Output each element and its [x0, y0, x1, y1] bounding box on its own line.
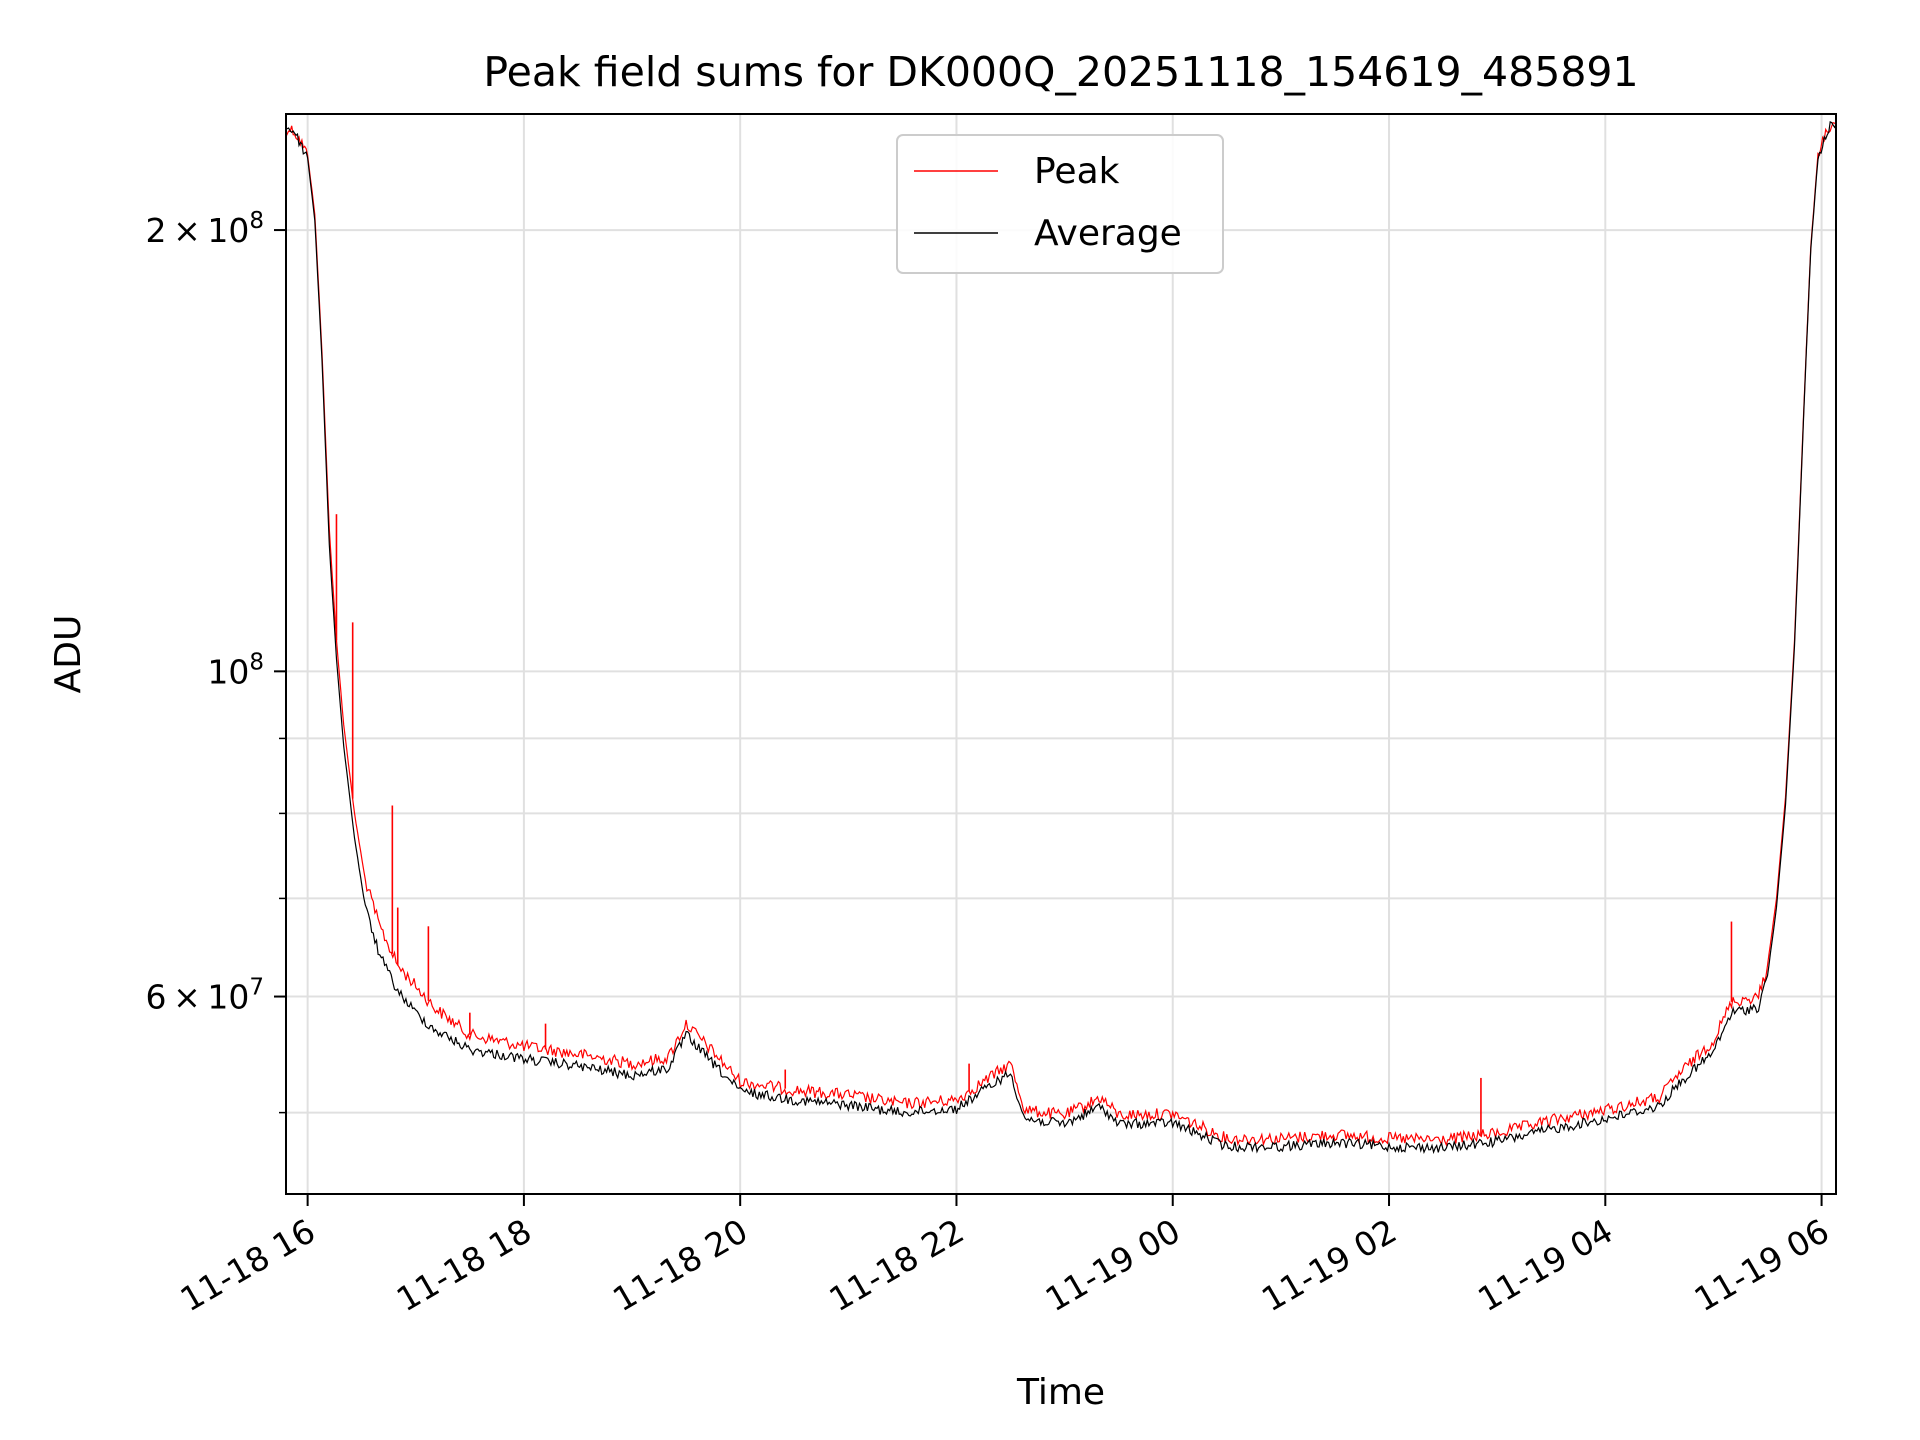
legend: Peak Average	[896, 134, 1224, 274]
plot-frame	[285, 113, 1837, 1195]
y-tick-label: 6 × 107	[146, 975, 264, 1017]
series-layer	[286, 121, 1836, 1155]
chart-title: Peak field sums for DK000Q_20251118_1546…	[483, 48, 1638, 96]
series-line-average	[286, 121, 1836, 1155]
legend-label-average: Average	[1034, 213, 1182, 254]
y-tick-label: 2 × 108	[146, 208, 264, 250]
y-axis-label: ADU	[48, 615, 89, 694]
legend-frame	[896, 134, 1224, 274]
legend-label-peak: Peak	[1034, 151, 1120, 192]
x-axis-label: Time	[1016, 1372, 1105, 1413]
y-tick-label: 108	[207, 649, 264, 691]
series-line-peak	[286, 121, 1836, 1147]
